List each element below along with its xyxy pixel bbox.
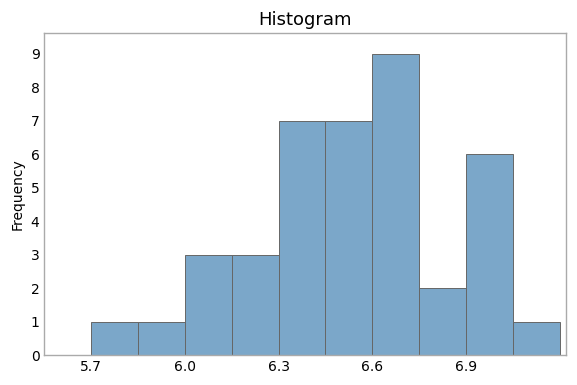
Bar	[138, 321, 185, 355]
Bar	[279, 121, 325, 355]
Y-axis label: Frequency: Frequency	[11, 158, 25, 230]
Bar	[466, 154, 513, 355]
Title: Histogram: Histogram	[258, 11, 352, 29]
Bar	[91, 321, 138, 355]
Bar	[232, 254, 279, 355]
Bar	[325, 121, 372, 355]
Bar	[372, 54, 419, 355]
Bar	[185, 254, 232, 355]
Bar	[513, 321, 560, 355]
Bar	[419, 288, 466, 355]
